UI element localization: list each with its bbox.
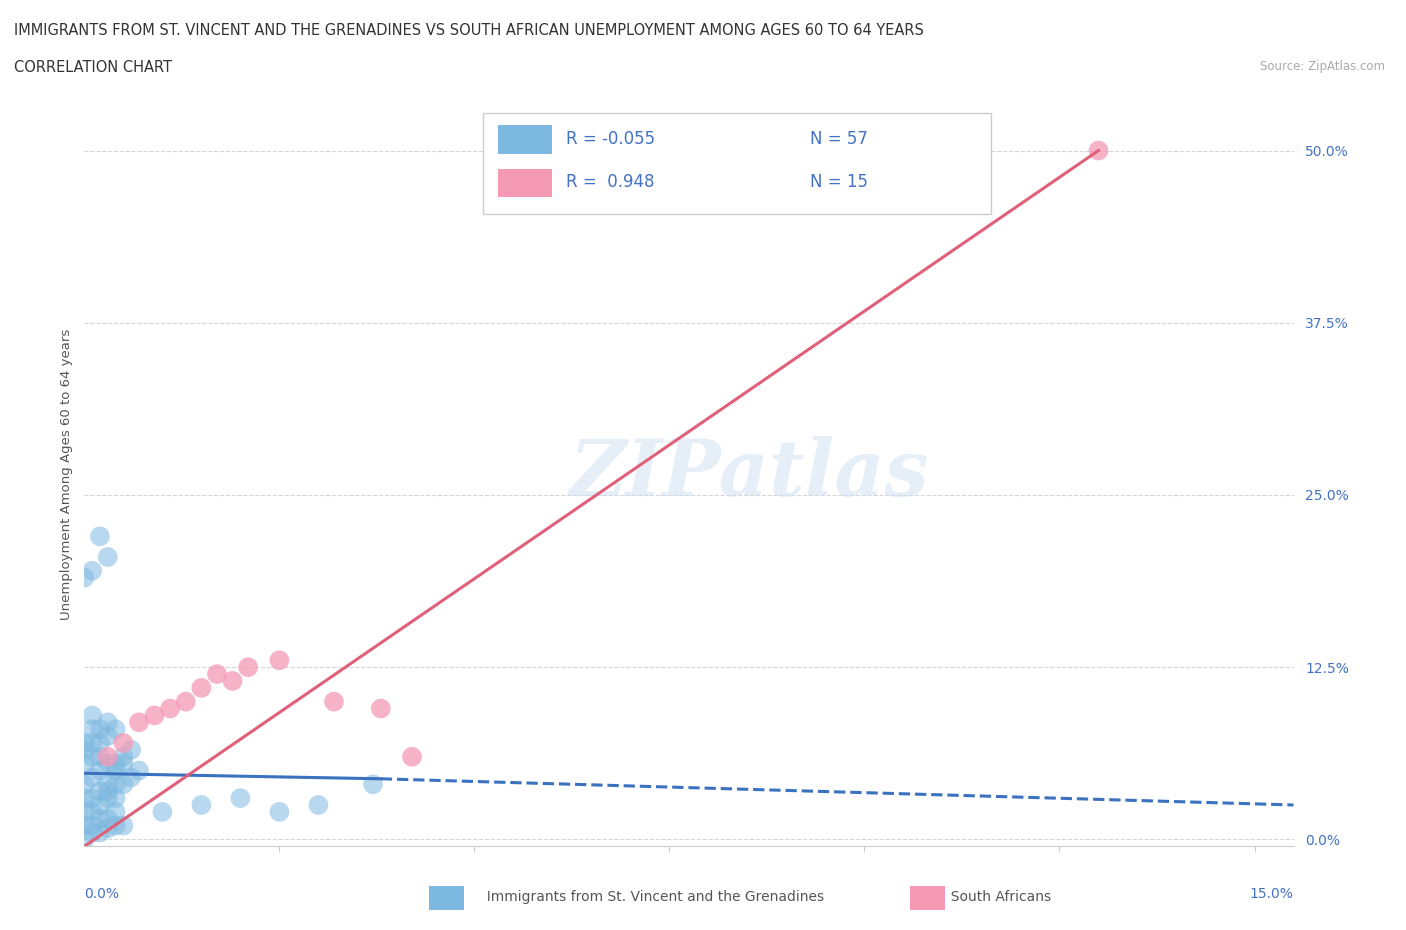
Point bbox=[89, 811, 111, 826]
Point bbox=[159, 701, 181, 716]
Text: Source: ZipAtlas.com: Source: ZipAtlas.com bbox=[1260, 60, 1385, 73]
Text: South Africans: South Africans bbox=[942, 890, 1052, 905]
Point bbox=[82, 736, 104, 751]
Point bbox=[112, 818, 135, 833]
Point bbox=[104, 818, 127, 833]
Text: 0.0%: 0.0% bbox=[84, 887, 120, 901]
Point bbox=[97, 784, 120, 799]
Point bbox=[221, 673, 243, 688]
Point bbox=[174, 694, 197, 709]
Point bbox=[205, 667, 228, 682]
Point bbox=[97, 750, 120, 764]
Y-axis label: Unemployment Among Ages 60 to 64 years: Unemployment Among Ages 60 to 64 years bbox=[60, 328, 73, 620]
Point bbox=[97, 790, 120, 805]
FancyBboxPatch shape bbox=[498, 126, 553, 153]
Point bbox=[229, 790, 252, 805]
Point bbox=[361, 777, 384, 791]
Point bbox=[89, 722, 111, 737]
Point bbox=[89, 750, 111, 764]
Point bbox=[97, 821, 120, 836]
Point bbox=[104, 804, 127, 819]
Point bbox=[89, 825, 111, 840]
Point bbox=[89, 764, 111, 778]
Point bbox=[89, 529, 111, 544]
Point bbox=[401, 750, 423, 764]
Point bbox=[128, 764, 150, 778]
Text: N = 15: N = 15 bbox=[810, 173, 868, 191]
Point bbox=[82, 804, 104, 819]
Point bbox=[112, 750, 135, 764]
Text: N = 57: N = 57 bbox=[810, 130, 868, 148]
FancyBboxPatch shape bbox=[484, 113, 991, 214]
Point bbox=[323, 694, 346, 709]
Point bbox=[97, 756, 120, 771]
Point bbox=[190, 798, 212, 813]
Point bbox=[82, 722, 104, 737]
Point bbox=[97, 715, 120, 730]
Point bbox=[269, 804, 291, 819]
Point bbox=[97, 728, 120, 743]
Text: ZIPatlas: ZIPatlas bbox=[569, 436, 929, 512]
Point bbox=[370, 701, 392, 716]
Point bbox=[128, 715, 150, 730]
Point bbox=[112, 777, 135, 791]
FancyBboxPatch shape bbox=[498, 168, 553, 197]
Point bbox=[82, 790, 104, 805]
Point bbox=[82, 770, 104, 785]
Point bbox=[89, 798, 111, 813]
Point bbox=[269, 653, 291, 668]
Point bbox=[82, 818, 104, 833]
Point bbox=[104, 777, 127, 791]
Point bbox=[97, 777, 120, 791]
Point bbox=[97, 811, 120, 826]
Point bbox=[238, 659, 260, 674]
Point bbox=[89, 736, 111, 751]
Point bbox=[89, 784, 111, 799]
Point bbox=[73, 756, 96, 771]
Point bbox=[73, 736, 96, 751]
Text: R = -0.055: R = -0.055 bbox=[565, 130, 655, 148]
Point bbox=[82, 750, 104, 764]
Point bbox=[82, 708, 104, 723]
Point bbox=[150, 804, 173, 819]
Point bbox=[73, 804, 96, 819]
Point bbox=[112, 756, 135, 771]
Point bbox=[73, 742, 96, 757]
Point bbox=[73, 570, 96, 585]
Point bbox=[73, 777, 96, 791]
Point bbox=[82, 825, 104, 840]
Point bbox=[120, 770, 142, 785]
Point bbox=[104, 790, 127, 805]
Point bbox=[112, 736, 135, 751]
Point bbox=[307, 798, 329, 813]
Point bbox=[97, 550, 120, 565]
Text: R =  0.948: R = 0.948 bbox=[565, 173, 654, 191]
Point bbox=[73, 790, 96, 805]
Point bbox=[73, 818, 96, 833]
Point bbox=[190, 681, 212, 696]
Point bbox=[82, 564, 104, 578]
Point bbox=[73, 832, 96, 847]
Text: IMMIGRANTS FROM ST. VINCENT AND THE GRENADINES VS SOUTH AFRICAN UNEMPLOYMENT AMO: IMMIGRANTS FROM ST. VINCENT AND THE GREN… bbox=[14, 23, 924, 38]
Point bbox=[1087, 143, 1109, 158]
Point bbox=[143, 708, 166, 723]
Text: 15.0%: 15.0% bbox=[1250, 887, 1294, 901]
Point bbox=[120, 742, 142, 757]
Text: CORRELATION CHART: CORRELATION CHART bbox=[14, 60, 172, 75]
Text: Immigrants from St. Vincent and the Grenadines: Immigrants from St. Vincent and the Gren… bbox=[478, 890, 824, 905]
Point bbox=[104, 722, 127, 737]
Point bbox=[104, 756, 127, 771]
Point bbox=[104, 764, 127, 778]
